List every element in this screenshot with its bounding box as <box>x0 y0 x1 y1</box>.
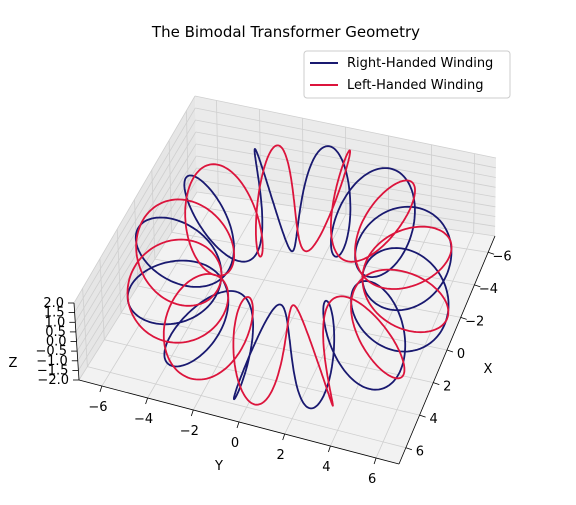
y-tick-label: −6 <box>88 400 107 415</box>
y-tick-mark <box>328 445 331 453</box>
z-tick-label: 2.0 <box>43 296 64 311</box>
z-tick-label: −2.0 <box>37 373 69 388</box>
y-tick-label: −4 <box>134 412 153 427</box>
grid-floor-x <box>171 231 475 286</box>
x-tick-mark <box>460 317 467 320</box>
z-tick-label: −1.0 <box>36 354 68 369</box>
grid-back-z <box>196 167 496 217</box>
x-tick-mark <box>433 382 440 385</box>
z-axis-label: Z <box>9 356 18 371</box>
x-tick-mark <box>487 251 495 255</box>
grid-floor-x <box>188 205 489 253</box>
y-tick-mark <box>282 433 286 441</box>
legend-label-right-handed: Right-Handed Winding <box>347 56 493 71</box>
x-tick-label: 2 <box>443 380 451 395</box>
grid-left-z <box>73 95 196 304</box>
x-tick-mark <box>474 284 481 288</box>
y-tick-label: 4 <box>322 460 330 475</box>
grid-back-z <box>196 155 496 208</box>
x-tick-label: 0 <box>457 347 465 362</box>
grid-floor-x <box>87 366 406 449</box>
grid-back-z <box>196 179 496 227</box>
grid-back-z <box>194 95 497 159</box>
y-tick-label: 0 <box>231 436 239 451</box>
y-tick-mark <box>373 457 377 465</box>
y-tick-mark <box>190 409 194 417</box>
y-tick-label: 2 <box>277 448 285 463</box>
x-tick-label: 4 <box>429 412 437 427</box>
chart-title: The Bimodal Transformer Geometry <box>151 23 420 41</box>
grid-floor-x <box>137 285 448 351</box>
legend-label-left-handed: Left-Handed Winding <box>347 78 484 93</box>
y-tick-mark <box>99 385 103 393</box>
legend: Right-Handed Winding Left-Handed Winding <box>303 50 511 99</box>
z-tick-label: 1.5 <box>44 306 65 321</box>
z-tick-label: −1.5 <box>37 363 69 378</box>
axes-panes <box>74 96 496 464</box>
x-tick-label: −4 <box>479 282 498 297</box>
z-tick-label: 0.0 <box>46 335 67 350</box>
y-axis-label: Y <box>214 459 223 474</box>
legend-box <box>303 50 511 99</box>
grid-back-z <box>195 107 496 169</box>
y-tick-label: −2 <box>180 424 199 439</box>
grid-floor-x <box>104 339 420 416</box>
grid-left-z <box>74 107 196 313</box>
x-axis-label: X <box>484 362 493 377</box>
grid-left-z <box>74 119 196 323</box>
y-tick-mark <box>236 421 240 429</box>
z-tick-label: 0.5 <box>45 325 66 340</box>
grid-left-z <box>78 179 198 371</box>
x-tick-label: −6 <box>493 249 512 264</box>
grid-left-z <box>78 191 198 381</box>
z-tick-label: −0.5 <box>36 344 68 359</box>
axis-ticks: −6−4−202466420−2−4−62.01.51.00.50.0−0.5−… <box>36 249 512 487</box>
series-line-left-handed <box>126 144 453 407</box>
grid-back-z <box>195 119 496 178</box>
y-tick-mark <box>145 397 148 405</box>
x-tick-mark <box>446 349 454 353</box>
y-tick-label: 6 <box>368 472 376 487</box>
x-tick-label: 6 <box>416 445 424 460</box>
x-tick-mark <box>405 447 413 451</box>
x-tick-mark <box>419 414 426 418</box>
z-tick-label: 1.0 <box>45 315 66 330</box>
plot-curves <box>126 144 453 410</box>
x-tick-label: −2 <box>465 314 484 329</box>
